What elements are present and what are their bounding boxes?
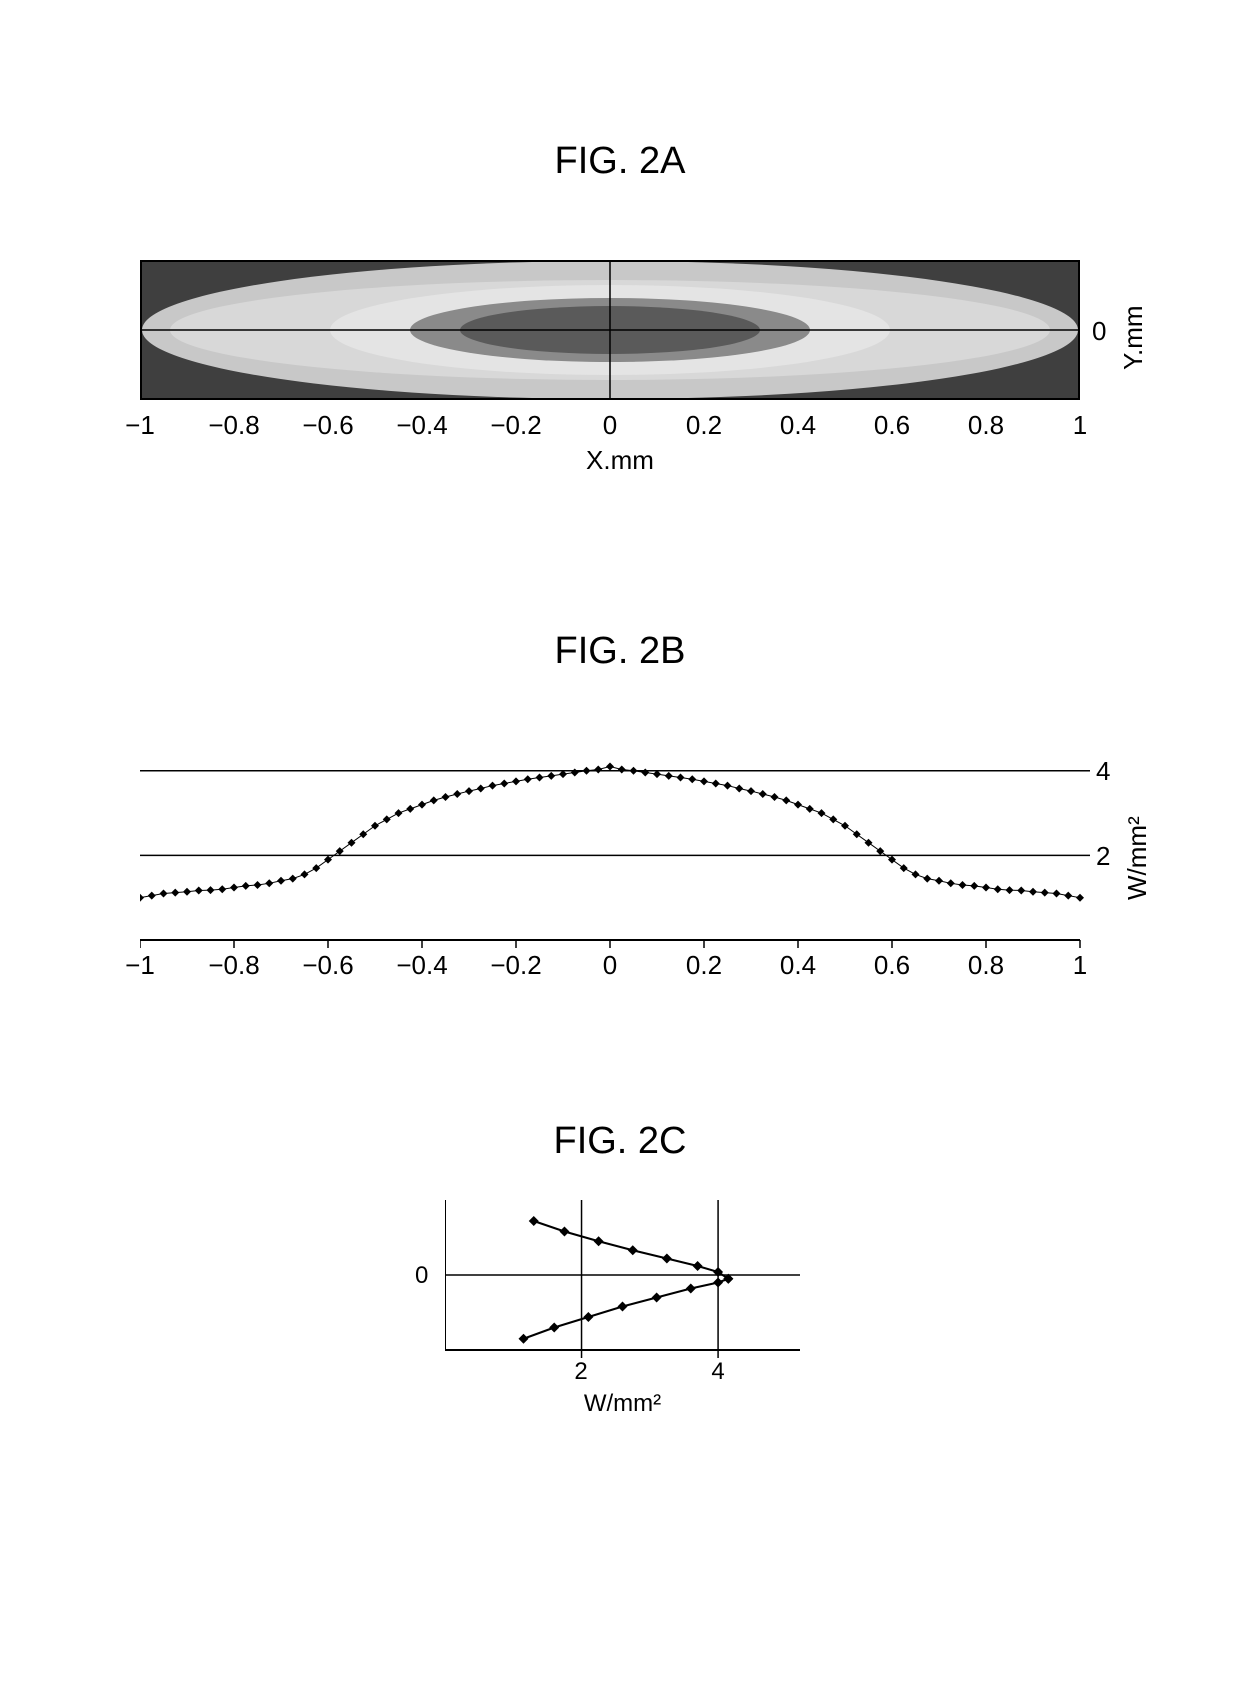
fig2c-title: FIG. 2C [0,1120,1240,1163]
fig2b-xtick-7: 0.4 [771,950,825,981]
fig2a-xlabel: X.mm [0,445,1240,476]
fig2a-xtick-10: 1 [1058,410,1102,441]
fig2b-xtick-1: −0.8 [199,950,269,981]
fig2b-ytick-2: 2 [1096,841,1110,872]
fig2b-xtick-3: −0.4 [387,950,457,981]
fig2b-xtick-9: 0.8 [959,950,1013,981]
fig2a-xtick-5: 0 [595,410,625,441]
fig2b-xtick-2: −0.6 [293,950,363,981]
fig2a-chart [140,260,1080,400]
fig2c-xtick-4: 4 [706,1358,730,1386]
fig2a-xtick-7: 0.4 [771,410,825,441]
fig2b-xtick-5: 0 [595,950,625,981]
fig2a-xtick-3: −0.4 [387,410,457,441]
fig2a-xtick-1: −0.8 [199,410,269,441]
fig2a-xtick-6: 0.2 [677,410,731,441]
fig2a-title: FIG. 2A [0,140,1240,183]
fig2c-xlabel: W/mm² [445,1390,800,1418]
fig2b-xtick-0: −1 [118,950,162,981]
fig2b-xtick-6: 0.2 [677,950,731,981]
fig2a-ylabel: Y.mm [1118,290,1149,370]
fig2b-xtick-4: −0.2 [481,950,551,981]
fig2b-xtick-10: 1 [1058,950,1102,981]
fig2c-ytick-0: 0 [415,1262,428,1290]
fig2b-chart [140,720,1100,960]
fig2a-xtick-2: −0.6 [293,410,363,441]
fig2c-xtick-2: 2 [569,1358,593,1386]
fig2b-ytick-4: 4 [1096,756,1110,787]
fig2c-chart [445,1200,815,1370]
fig2a-xtick-0: −1 [118,410,162,441]
fig2a-xtick-9: 0.8 [959,410,1013,441]
fig2a-xtick-8: 0.6 [865,410,919,441]
fig2b-title: FIG. 2B [0,630,1240,673]
fig2b-ylabel: W/mm² [1122,780,1153,900]
fig2b-xtick-8: 0.6 [865,950,919,981]
fig2a-ytick-0: 0 [1092,316,1106,347]
fig2a-xtick-4: −0.2 [481,410,551,441]
